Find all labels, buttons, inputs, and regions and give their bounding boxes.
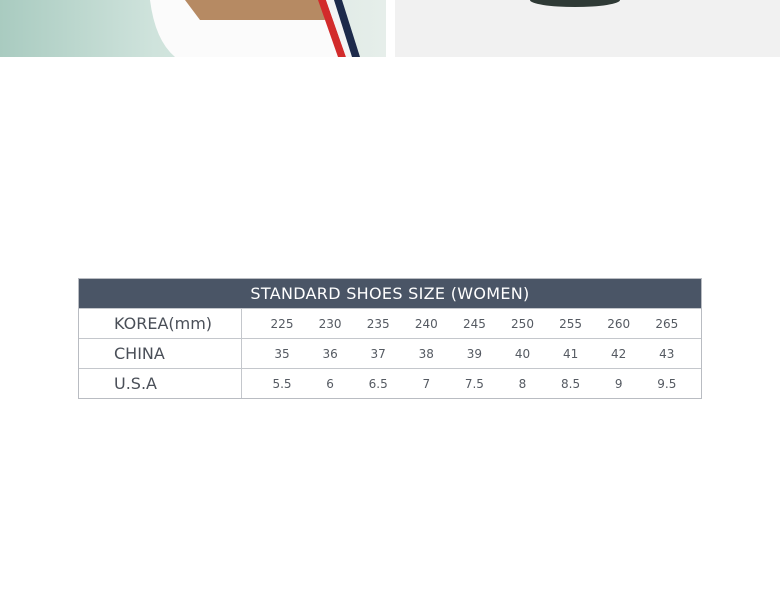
size-cell: 265 [655,317,679,331]
size-cell: 37 [370,347,386,361]
size-cell: 7.5 [464,377,484,391]
column-divider [241,369,242,398]
size-cell: 8 [518,377,527,391]
size-cell: 43 [659,347,675,361]
size-cell: 225 [270,317,294,331]
size-cell: 6 [326,377,334,391]
column-divider [241,309,242,338]
size-cell: 240 [414,317,438,331]
table-title: STANDARD SHOES SIZE (WOMEN) [79,279,701,308]
size-cell: 39 [466,347,483,361]
size-cell: 230 [318,317,342,331]
size-cell: 42 [611,347,627,361]
size-cell: 6.5 [368,377,388,391]
size-cell: 38 [418,347,434,361]
table-row: KOREA(mm) 225 230 235 240 245 250 255 260 265 [79,308,701,338]
size-cell: 260 [607,317,631,331]
table-row: U.S.A 5.5 6 6.5 7 7.5 8 8.5 9 9.5 [79,368,701,398]
size-cell: 250 [511,317,534,331]
size-cell: 255 [559,317,583,331]
row-label: KOREA(mm) [114,314,213,333]
table-row: CHINA 35 36 37 38 39 40 41 42 43 [79,338,701,368]
column-divider [241,339,242,368]
size-cell: 8.5 [561,377,581,391]
size-cell: 41 [562,347,579,361]
row-label: CHINA [114,344,165,363]
size-cell: 5.5 [272,377,292,391]
size-cell: 235 [366,317,390,331]
size-cell: 245 [462,317,486,331]
size-cell: 7 [422,377,431,391]
size-cell: 36 [322,347,338,361]
size-cell: 40 [514,347,531,361]
product-photo-left [0,0,386,57]
size-cell: 9.5 [657,377,677,391]
size-cell: 9 [614,377,623,391]
size-cell: 35 [274,347,290,361]
product-photo-right [395,0,780,57]
size-table: STANDARD SHOES SIZE (WOMEN) KOREA(mm) 225… [78,278,702,399]
row-label: U.S.A [114,374,157,393]
